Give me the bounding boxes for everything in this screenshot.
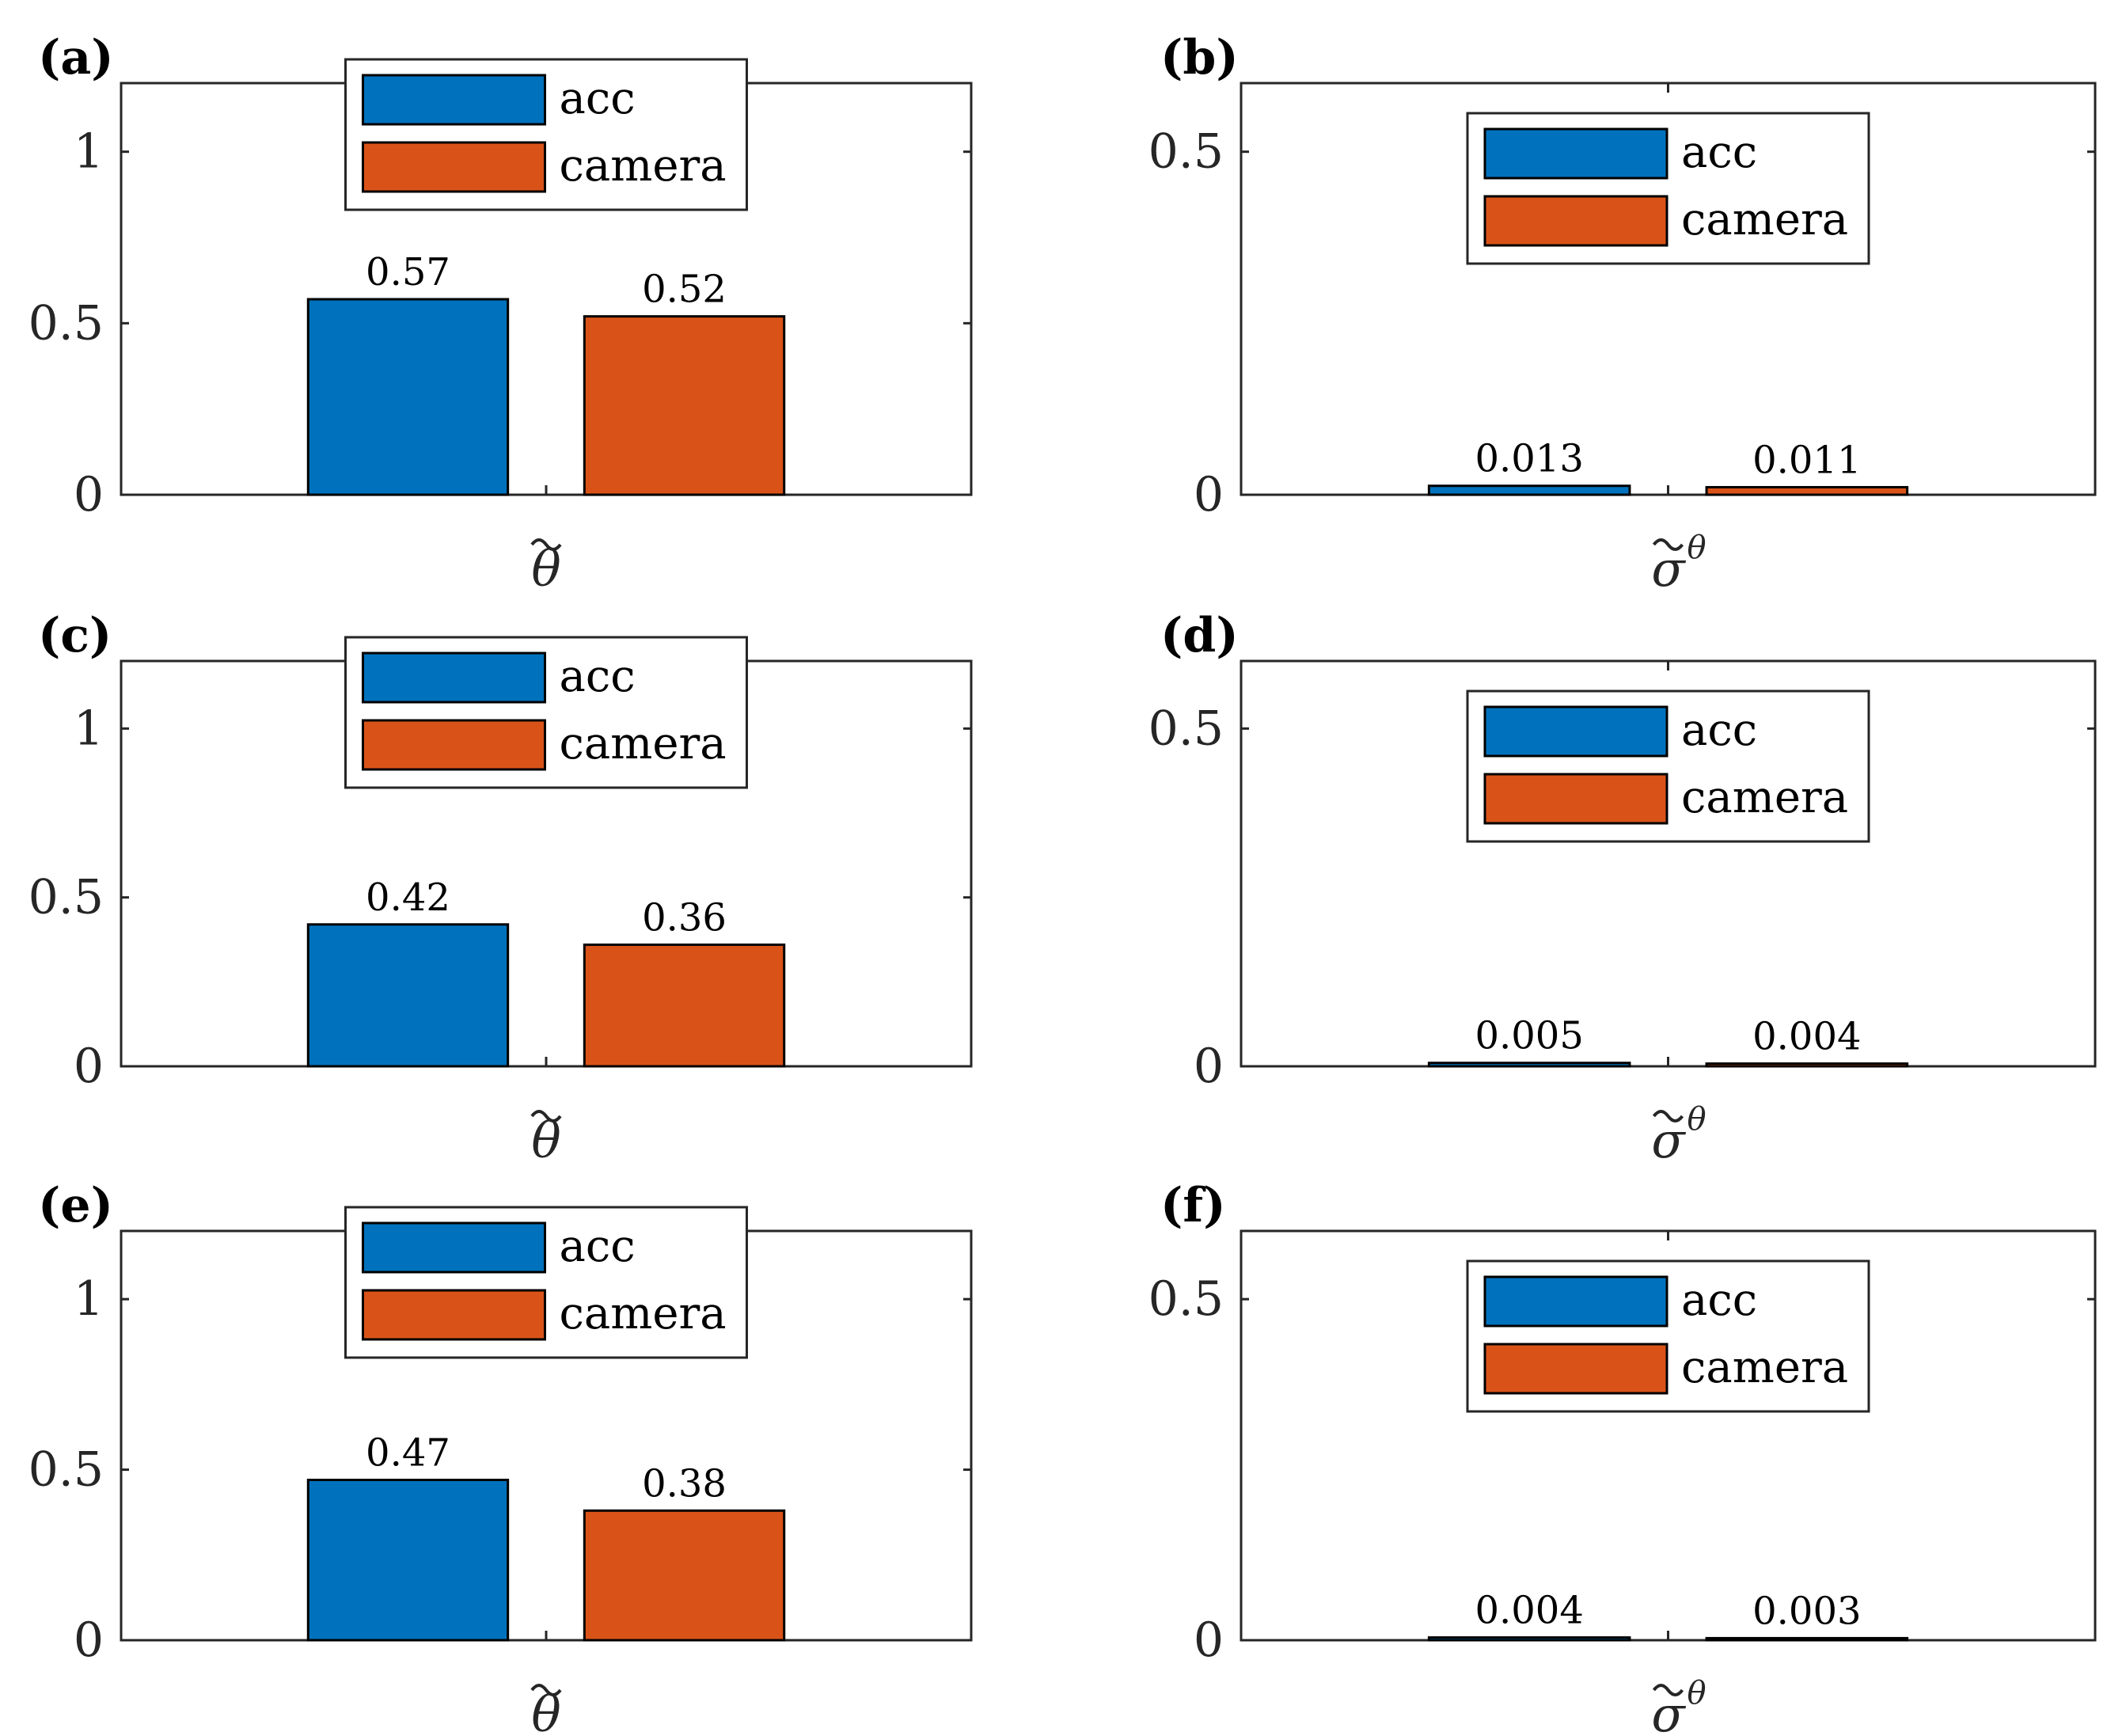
y-tick-label: 0.5 [1148, 124, 1224, 180]
bar-acc [1427, 484, 1631, 496]
y-tick-label: 0.5 [1148, 701, 1224, 756]
data-label-acc: 0.47 [366, 1431, 450, 1476]
y-tick-label: 1 [74, 124, 104, 180]
bar-acc [306, 298, 510, 496]
legend-swatch-camera [362, 1289, 546, 1341]
y-tick-label: 0 [74, 1613, 104, 1668]
tilde-accent [530, 1684, 562, 1696]
tilde-accent [530, 538, 562, 551]
y-tick-label: 0.5 [1148, 1271, 1224, 1327]
bar-acc [1427, 1062, 1631, 1068]
bar-camera [1705, 1636, 1909, 1642]
data-label-acc: 0.013 [1475, 437, 1583, 481]
panel-b: (b) 0 0.5 0.013 0.011 acc camera σ θ [1148, 30, 2097, 598]
tilde-accent [1652, 1110, 1684, 1123]
legend-label-acc: acc [1681, 1274, 1757, 1326]
y-tick-label: 0 [1194, 467, 1224, 522]
x-axis-label: σ [1651, 1111, 1686, 1169]
legend-swatch-acc [1483, 127, 1669, 180]
tilde-accent [1652, 1684, 1684, 1696]
y-tick-label: 0.5 [28, 870, 104, 925]
panel-d: (d) 0 0.5 0.005 0.004 acc camera σ θ [1148, 608, 2097, 1169]
data-label-camera: 0.003 [1752, 1589, 1861, 1633]
panel-label: (b) [1160, 30, 1239, 85]
legend-swatch-acc [362, 74, 546, 126]
bar-acc [306, 1479, 510, 1642]
legend-swatch-camera [1483, 195, 1669, 247]
panel-label: (d) [1160, 608, 1239, 663]
legend-label-camera: camera [1681, 194, 1848, 245]
bar-camera [583, 1509, 786, 1642]
tilde-accent [1652, 538, 1684, 551]
panel-label: (f) [1160, 1178, 1226, 1233]
bar-camera [583, 943, 786, 1068]
panel-label: (c) [38, 608, 112, 663]
y-tick-label: 0 [74, 1039, 104, 1094]
x-axis-label-superscript: θ [1687, 1101, 1706, 1138]
data-label-camera: 0.36 [642, 895, 727, 940]
panel-label: (e) [38, 1178, 113, 1233]
y-tick-label: 1 [74, 1271, 104, 1327]
legend-label-camera: camera [1681, 772, 1848, 823]
legend-swatch-camera [362, 141, 546, 193]
legend-swatch-acc [362, 1221, 546, 1274]
y-tick-label: 1 [74, 701, 104, 756]
bar-camera [1705, 485, 1909, 496]
legend-label-acc: acc [560, 651, 636, 702]
data-label-acc: 0.004 [1475, 1589, 1583, 1633]
bar-camera [1705, 1062, 1909, 1068]
legend-label-camera: camera [1681, 1342, 1848, 1393]
bar-acc [306, 923, 510, 1068]
x-axis-label-superscript: θ [1687, 1675, 1706, 1711]
data-label-camera: 0.011 [1752, 438, 1861, 482]
legend-swatch-acc [1483, 705, 1669, 758]
legend-swatch-camera [1483, 1343, 1669, 1395]
y-tick-label: 0.5 [28, 1442, 104, 1498]
bar-acc [1427, 1636, 1631, 1642]
bar-camera [583, 315, 786, 496]
legend-label-camera: camera [560, 140, 727, 192]
data-label-acc: 0.005 [1475, 1014, 1583, 1058]
y-tick-label: 0.5 [28, 295, 104, 351]
data-label-camera: 0.004 [1752, 1015, 1861, 1059]
tilde-accent [530, 1110, 562, 1123]
legend-label-camera: camera [560, 1288, 727, 1339]
data-label-camera: 0.38 [642, 1461, 727, 1506]
legend-label-acc: acc [560, 1221, 636, 1272]
data-label-camera: 0.52 [642, 268, 727, 312]
legend-swatch-camera [362, 719, 546, 771]
legend-label-camera: camera [560, 718, 727, 769]
data-label-acc: 0.42 [366, 876, 450, 920]
y-tick-label: 0 [74, 467, 104, 522]
legend-label-acc: acc [560, 73, 636, 124]
y-tick-label: 0 [1194, 1613, 1224, 1668]
legend-swatch-camera [1483, 773, 1669, 825]
legend-swatch-acc [1483, 1275, 1669, 1328]
data-label-acc: 0.57 [366, 250, 450, 294]
legend-label-acc: acc [1681, 705, 1757, 756]
panel-label: (a) [38, 30, 114, 85]
x-axis-label-superscript: θ [1687, 530, 1706, 566]
y-tick-label: 0 [1194, 1039, 1224, 1094]
x-axis-label: σ [1651, 540, 1686, 598]
legend-swatch-acc [362, 651, 546, 704]
legend-label-acc: acc [1681, 127, 1757, 178]
